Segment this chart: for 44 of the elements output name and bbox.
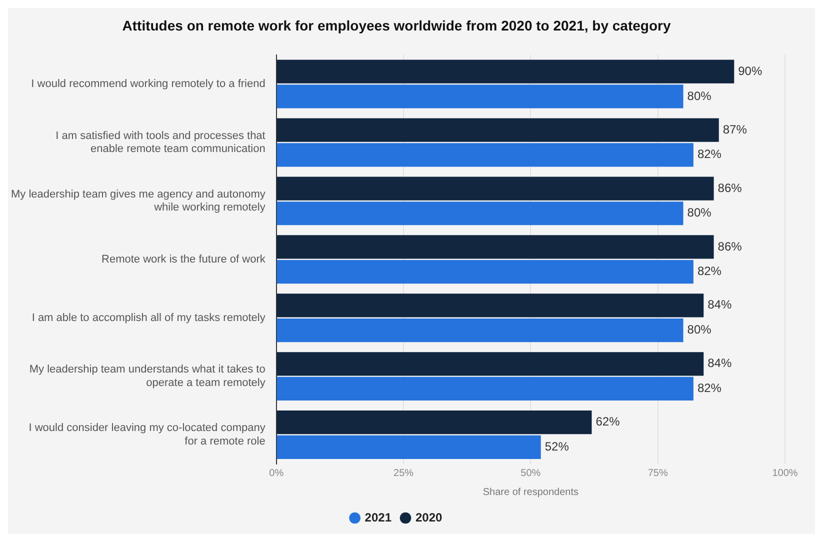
- data-label: 80%: [687, 88, 712, 103]
- bar: [276, 118, 719, 142]
- data-label: 87%: [722, 122, 748, 136]
- bar: [276, 435, 541, 459]
- y-tick-label: I am satisfied with tools and processes that enable remote team communication: [56, 130, 266, 156]
- x-tick-label: 25%: [394, 468, 414, 479]
- data-label: 62%: [596, 414, 620, 429]
- bar: [276, 352, 704, 376]
- data-label: 82%: [697, 381, 722, 396]
- x-tick-label: 50%: [520, 468, 541, 479]
- bar: [276, 176, 714, 200]
- x-axis-title: Share of respondents: [482, 486, 578, 498]
- data-label: 52%: [544, 440, 570, 454]
- x-tick-label: 100%: [772, 468, 798, 479]
- bar: [276, 202, 684, 226]
- data-label: 86%: [718, 239, 742, 254]
- y-tick-label: My leadership team gives me agency and autonomy while working remotely: [11, 188, 266, 214]
- data-label: 84%: [708, 298, 732, 312]
- y-tick-label: My leadership team understands what it takes to operate a team remotely: [29, 364, 266, 389]
- bar: [276, 143, 694, 167]
- bar: [276, 84, 684, 108]
- bar: [276, 235, 714, 259]
- data-label: 82%: [697, 147, 722, 162]
- legend-label: 2021: [364, 510, 392, 524]
- data-label: 84%: [708, 356, 732, 370]
- bar: [276, 260, 694, 284]
- data-label: 80%: [687, 206, 712, 220]
- bar: [276, 410, 592, 434]
- data-label: 82%: [697, 264, 722, 278]
- y-tick-label: I am able to accomplish all of my tasks remotely: [32, 312, 266, 324]
- data-label: 86%: [718, 180, 742, 195]
- bar: [276, 318, 684, 342]
- y-tick-label: I would consider leaving my co-located company for a remote role: [28, 422, 266, 448]
- legend-label: 2020: [416, 510, 443, 524]
- bar: [276, 60, 734, 84]
- chart-title: Attitudes on remote work for employees worldwide from 2020 to 2021, by category: [122, 17, 671, 34]
- bar: [276, 294, 704, 318]
- x-tick-label: 75%: [648, 468, 668, 479]
- data-label: 80%: [687, 322, 712, 337]
- y-tick-label: Remote work is the future of work: [102, 253, 266, 266]
- y-tick-label: I would recommend working remotely to a friend: [31, 78, 266, 90]
- x-tick-label: 0%: [269, 468, 284, 479]
- data-label: 90%: [738, 64, 762, 78]
- bar: [276, 376, 694, 401]
